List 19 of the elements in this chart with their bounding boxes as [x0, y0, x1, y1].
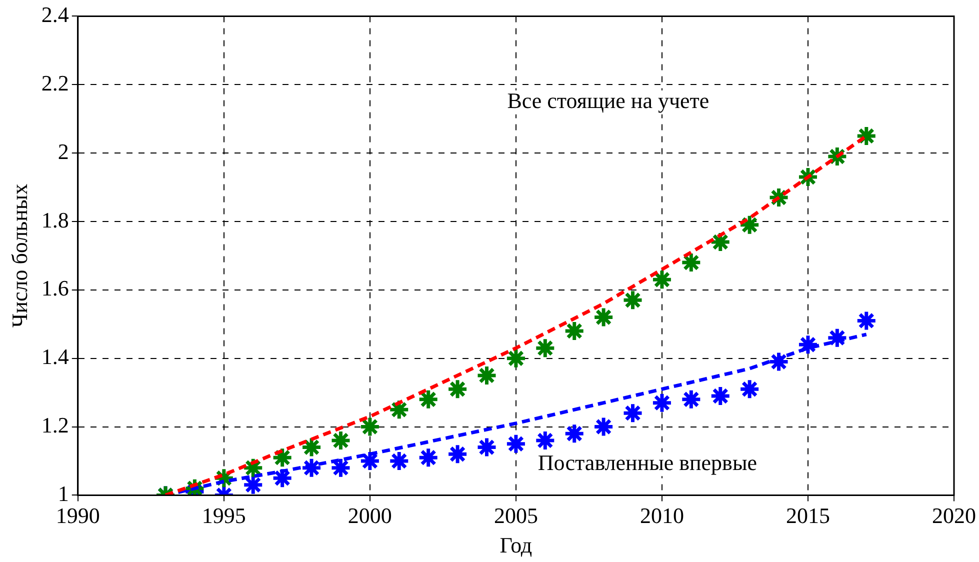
y-tick-label: 2.2 — [41, 70, 69, 96]
x-tick-label: 2020 — [932, 503, 976, 528]
x-tick-label: 2005 — [494, 503, 538, 528]
y-tick-label: 2 — [58, 138, 69, 164]
x-axis-title: Год — [500, 532, 532, 558]
x-tick-label: 2000 — [348, 503, 392, 528]
x-tick-label: 2010 — [640, 503, 684, 528]
annotation: Поставленные впервые — [538, 450, 757, 475]
annotation: Все стоящие на учете — [507, 88, 710, 114]
x-tick-label: 2015 — [786, 503, 830, 528]
y-tick-label: 1 — [58, 480, 69, 506]
y-tick-label: 1.6 — [41, 276, 69, 301]
y-axis-title: Число больных — [6, 184, 32, 328]
y-tick-label: 2.4 — [41, 2, 69, 27]
y-tick-label: 1.8 — [41, 207, 69, 232]
y-tick-label: 1.2 — [41, 412, 69, 438]
x-tick-label: 1990 — [56, 503, 100, 528]
y-tick-label: 1.4 — [41, 344, 69, 370]
x-tick-label: 1995 — [202, 503, 246, 528]
